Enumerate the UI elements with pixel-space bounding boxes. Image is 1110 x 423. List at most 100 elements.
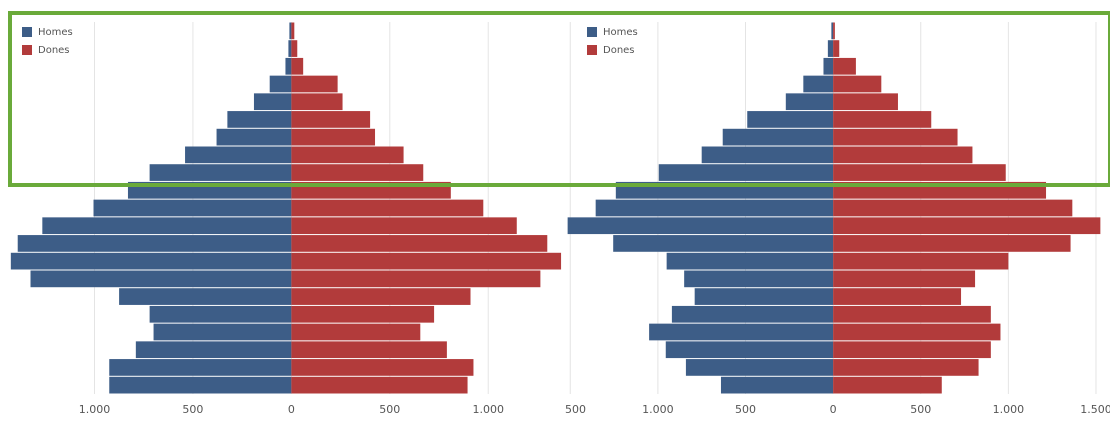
bar <box>833 323 1001 341</box>
x-tick-label: 1.000 <box>642 403 674 416</box>
bar <box>10 252 292 270</box>
bar <box>42 217 292 235</box>
bar <box>119 288 292 305</box>
x-tick-label: 0 <box>830 403 837 416</box>
bar <box>658 164 834 181</box>
x-tick-label: 500 <box>735 403 756 416</box>
bar <box>833 305 991 323</box>
bar <box>289 22 292 40</box>
x-tick-label: 1.500 <box>565 403 586 416</box>
bar <box>291 270 541 288</box>
bar <box>291 359 474 376</box>
x-tick-label: 1.000 <box>79 403 111 416</box>
bar <box>831 22 834 40</box>
chart: 1.000 500 0 500 1.000 Homes Dones <box>10 22 562 416</box>
x-tick-label: 1.000 <box>472 403 504 416</box>
bar <box>127 181 292 199</box>
bar <box>833 181 1047 199</box>
bar <box>665 341 834 359</box>
bar <box>291 111 371 128</box>
bar <box>291 323 421 341</box>
bar <box>833 111 932 128</box>
bar <box>833 252 1009 270</box>
bar <box>291 252 562 270</box>
bar <box>833 359 979 376</box>
bar <box>291 181 451 199</box>
x-tick-label: 1.000 <box>993 403 1025 416</box>
bar <box>701 146 834 164</box>
bar <box>649 323 834 341</box>
bar <box>833 199 1073 217</box>
bar <box>291 235 548 252</box>
bar <box>827 40 834 57</box>
bar <box>227 111 292 128</box>
bar <box>833 128 958 146</box>
bar <box>833 93 898 111</box>
bar <box>291 341 447 359</box>
x-tick-label: 0 <box>288 403 295 416</box>
bar <box>595 199 834 217</box>
x-tick-label: 500 <box>379 403 400 416</box>
bar <box>685 359 834 376</box>
chart: 1.500 1.000 500 0 500 1.000 1.500 Homes Dones <box>565 22 1110 416</box>
bar <box>185 146 292 164</box>
bar <box>833 288 962 305</box>
bar <box>291 164 424 181</box>
bar <box>671 305 834 323</box>
bar <box>615 181 834 199</box>
bar <box>17 235 292 252</box>
bar <box>288 40 292 57</box>
bar <box>785 93 834 111</box>
bar <box>803 75 834 93</box>
bar <box>291 75 338 93</box>
legend-label: Homes <box>38 27 73 38</box>
x-tick-label: 500 <box>182 403 203 416</box>
bar <box>291 199 484 217</box>
bar <box>833 376 942 394</box>
bar <box>291 305 435 323</box>
bar <box>833 146 973 164</box>
bar <box>291 128 376 146</box>
bar <box>833 40 840 57</box>
bar <box>216 128 292 146</box>
bar <box>153 323 292 341</box>
x-tick-label: 1.500 <box>1080 403 1110 416</box>
bar <box>684 270 834 288</box>
bar <box>291 376 468 394</box>
bar <box>149 305 292 323</box>
bar <box>291 288 471 305</box>
bar <box>135 341 292 359</box>
legend-label: Dones <box>603 45 635 56</box>
bar <box>666 252 834 270</box>
legend-swatch <box>587 27 597 37</box>
bar <box>833 164 1006 181</box>
bar <box>93 199 292 217</box>
bar <box>149 164 292 181</box>
bar <box>109 376 292 394</box>
bar <box>833 75 882 93</box>
bar <box>833 270 976 288</box>
bar <box>269 75 292 93</box>
bar <box>291 40 298 57</box>
bar <box>285 57 292 75</box>
bar <box>291 93 343 111</box>
bar <box>613 235 834 252</box>
bar <box>291 22 295 40</box>
bar <box>823 57 834 75</box>
legend-swatch <box>22 45 32 55</box>
bar <box>567 217 834 235</box>
bar <box>291 217 517 235</box>
bar <box>747 111 834 128</box>
bar <box>694 288 834 305</box>
bar <box>253 93 292 111</box>
bar <box>833 235 1071 252</box>
bar <box>833 57 856 75</box>
legend-swatch <box>587 45 597 55</box>
bar <box>291 57 304 75</box>
bar <box>833 22 835 40</box>
legend-label: Dones <box>38 45 70 56</box>
legend-swatch <box>22 27 32 37</box>
bar <box>833 217 1101 235</box>
x-tick-label: 500 <box>910 403 931 416</box>
